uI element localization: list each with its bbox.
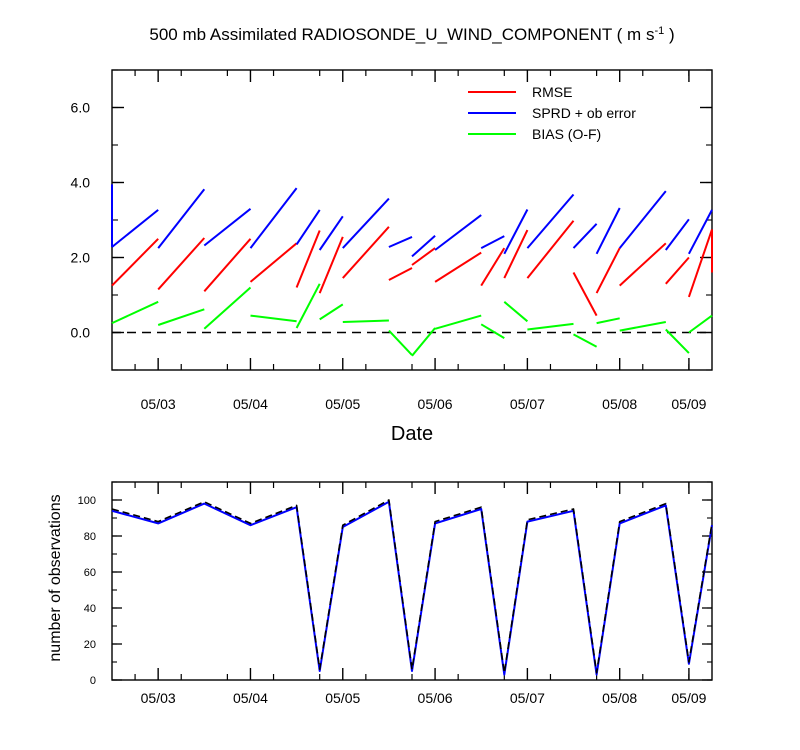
bottom-y-axis-label: number of observations <box>47 494 64 661</box>
title-suffix: ) <box>664 25 674 44</box>
bias-line-segment <box>319 303 344 321</box>
sprd-ob-error-line-segment <box>503 209 529 255</box>
bias-line-segment <box>688 314 713 334</box>
top-x-tick-label: 05/09 <box>671 396 706 412</box>
rmse-line-segment <box>318 236 344 294</box>
sprd-ob-error-line-segment <box>157 188 206 249</box>
rmse-line-segment <box>342 226 390 279</box>
sprd-ob-error-line-segment <box>111 209 159 248</box>
top-y-tick-label: 0.0 <box>71 325 91 341</box>
sprd-ob-error-line-segment <box>480 235 505 249</box>
rmse-line-segment <box>687 229 713 298</box>
sprd-ob-error-line-segment <box>434 214 482 251</box>
sprd-ob-error-line-segment <box>318 215 344 251</box>
rmse-line-segment <box>503 229 529 279</box>
sprd-ob-error-line-segment <box>342 197 390 249</box>
bias-line-segment <box>573 333 598 348</box>
sprd-ob-error-line-segment <box>411 235 436 258</box>
bias-line-segment <box>157 308 205 326</box>
top-y-tick-label: 4.0 <box>71 175 91 191</box>
bias-line-segment <box>596 317 620 325</box>
bias-line-segment <box>250 314 297 323</box>
rmse-line-segment <box>111 238 159 287</box>
rmse-line-segment <box>295 230 321 288</box>
sprd-ob-error-line-segment <box>595 207 621 255</box>
rmse-line-segment <box>480 247 506 287</box>
bias-line-segment <box>411 327 436 357</box>
bias-line-segment <box>342 319 389 323</box>
rmse-line-segment <box>595 247 621 294</box>
observations-solid-line <box>111 500 713 676</box>
legend-rmse-label: RMSE <box>532 84 572 100</box>
chart-title: 500 mb Assimilated RADIOSONDE_U_WIND_COM… <box>149 25 674 44</box>
bias-line-segment <box>480 323 505 339</box>
observations-dashed-line <box>111 499 713 674</box>
top-plot: 05/03 05/04 05/05 05/06 05/07 05/08 05/09 0.0 2.… <box>71 69 713 412</box>
bottom-x-tick-label: 05/07 <box>510 690 545 706</box>
sprd-ob-error-line-segment <box>295 209 321 245</box>
bottom-x-tick-label: 05/05 <box>325 690 360 706</box>
top-x-axis-label: Date <box>391 423 433 445</box>
bottom-y-tick-label: 40 <box>84 603 96 615</box>
bias-line-segment <box>527 322 574 331</box>
sprd-ob-error-line-segment <box>388 235 413 248</box>
legend-sprd-ob-error-label: SPRD + ob error <box>532 105 636 121</box>
rmse-line-segment <box>619 242 667 287</box>
bias-line-segment <box>388 329 413 356</box>
bottom-y-tick-label: 20 <box>84 639 96 651</box>
rmse-line-segment <box>249 242 298 283</box>
top-x-tick-label: 05/03 <box>141 396 176 412</box>
bottom-plot: 05/03 05/04 05/05 05/06 05/07 05/08 05/09 0 20 40… <box>78 481 713 706</box>
bias-line-segment <box>111 300 159 325</box>
rmse-line-segment <box>665 256 690 285</box>
top-y-tick-label: 6.0 <box>71 100 91 116</box>
bias-line-segment <box>203 286 252 330</box>
rmse-line-segment <box>411 247 436 266</box>
bottom-x-tick-label: 05/04 <box>233 690 268 706</box>
bottom-x-tick-label: 05/09 <box>671 690 706 706</box>
top-y-tick-label: 2.0 <box>71 250 91 266</box>
sprd-ob-error-line-segment <box>618 190 667 249</box>
sprd-ob-error-line-segment <box>665 218 690 251</box>
rmse-line-segment <box>526 220 575 279</box>
sprd-ob-error-line-segment <box>249 187 298 249</box>
bottom-x-tick-label: 05/08 <box>602 690 637 706</box>
bias-line-segment <box>665 328 690 354</box>
rmse-line-segment <box>203 238 252 292</box>
rmse-line-segment <box>572 272 598 317</box>
bottom-y-tick-label: 0 <box>90 675 96 687</box>
top-x-tick-label: 05/08 <box>602 396 637 412</box>
bottom-x-tick-label: 05/06 <box>418 690 453 706</box>
top-x-tick-label: 05/06 <box>418 396 453 412</box>
top-x-tick-label: 05/07 <box>510 396 545 412</box>
sprd-ob-error-line-segment <box>572 223 598 249</box>
bottom-y-tick-label: 100 <box>78 495 96 507</box>
bottom-plot-frame <box>111 481 713 681</box>
bottom-y-tick-label: 80 <box>84 531 96 543</box>
top-x-tick-label: 05/04 <box>233 396 268 412</box>
sprd-ob-error-line-segment <box>526 193 575 249</box>
sprd-ob-error-line-segment <box>203 208 252 247</box>
bias-line-segment <box>295 283 321 329</box>
title-unit-exponent: -1 <box>654 25 664 37</box>
top-x-tick-label: 05/05 <box>325 396 360 412</box>
rmse-line-segment <box>157 237 206 291</box>
bias-line-segment <box>434 314 482 330</box>
bottom-x-tick-label: 05/03 <box>141 690 176 706</box>
sprd-ob-error-line-segment <box>688 209 713 255</box>
bias-line-segment <box>503 301 529 323</box>
bottom-y-tick-label: 60 <box>84 567 96 579</box>
rmse-line-segment <box>434 251 482 283</box>
bias-line-segment <box>619 321 666 332</box>
legend-bias-label: BIAS (O-F) <box>532 126 601 142</box>
rmse-line-segment <box>388 267 413 281</box>
